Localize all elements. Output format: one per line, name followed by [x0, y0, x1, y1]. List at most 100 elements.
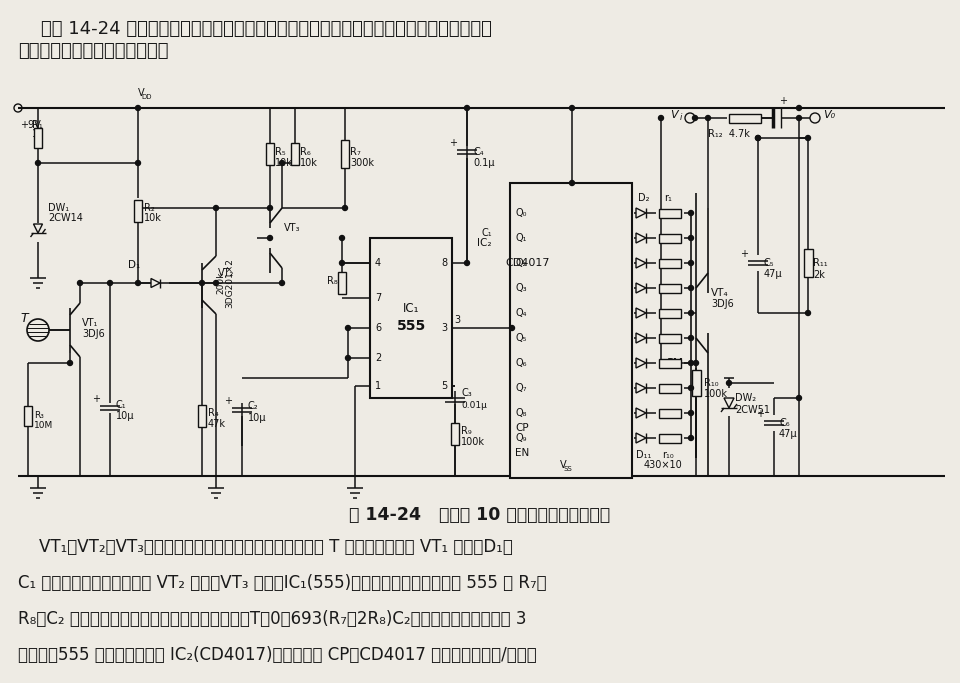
Text: 3DJ6: 3DJ6: [711, 299, 733, 309]
Text: DW₂: DW₂: [735, 393, 756, 403]
Bar: [198, 405, 206, 427]
Polygon shape: [151, 279, 160, 288]
Bar: [729, 113, 761, 122]
Text: R₆: R₆: [300, 147, 311, 157]
Bar: [34, 128, 42, 148]
Circle shape: [465, 105, 469, 111]
Text: 3: 3: [454, 315, 460, 325]
Text: VT₁、VT₂、VT₃及阻容元件组成触摸开关。当手摸金属片 T 时，感应电压经 VT₁ 放大，D₁、: VT₁、VT₂、VT₃及阻容元件组成触摸开关。当手摸金属片 T 时，感应电压经 …: [18, 538, 513, 556]
Circle shape: [67, 361, 73, 365]
Polygon shape: [636, 408, 646, 418]
Bar: [659, 383, 681, 393]
Circle shape: [108, 281, 112, 285]
Text: 10k: 10k: [300, 158, 318, 168]
Text: +: +: [740, 249, 748, 259]
Text: D₂: D₂: [638, 193, 650, 203]
Circle shape: [688, 236, 693, 240]
Bar: [341, 140, 349, 168]
Circle shape: [279, 281, 284, 285]
Text: 10k: 10k: [275, 158, 293, 168]
Text: V: V: [670, 110, 678, 120]
Circle shape: [688, 436, 693, 441]
Text: V: V: [515, 191, 521, 201]
Circle shape: [688, 410, 693, 415]
Text: 200k: 200k: [216, 272, 225, 294]
Text: VT₁: VT₁: [82, 318, 98, 328]
Text: 555: 555: [396, 319, 425, 333]
Bar: [659, 258, 681, 268]
Circle shape: [688, 385, 693, 391]
Text: r₁: r₁: [664, 193, 672, 203]
Circle shape: [706, 115, 710, 120]
Text: 图 14-24   触摸式 10 档音量自动调节器电路: 图 14-24 触摸式 10 档音量自动调节器电路: [349, 506, 611, 524]
Bar: [338, 272, 346, 294]
Text: Q₂: Q₂: [515, 258, 526, 268]
Text: C₁: C₁: [116, 400, 127, 410]
Text: 10M: 10M: [34, 421, 53, 430]
Text: R₃: R₃: [34, 411, 44, 421]
Text: V₀: V₀: [823, 110, 835, 120]
Bar: [659, 309, 681, 318]
Text: 3DJ6: 3DJ6: [82, 329, 105, 339]
Polygon shape: [636, 433, 646, 443]
Text: C₂: C₂: [248, 401, 258, 411]
Circle shape: [346, 355, 350, 361]
Circle shape: [213, 281, 219, 285]
Text: V: V: [560, 460, 566, 470]
Text: C₄: C₄: [473, 147, 484, 157]
Circle shape: [213, 206, 219, 210]
Circle shape: [135, 161, 140, 165]
Text: C₃: C₃: [461, 388, 471, 398]
Text: 430×10: 430×10: [644, 460, 683, 470]
Text: 100k: 100k: [704, 389, 728, 399]
Bar: [804, 249, 812, 277]
Text: r₁₀: r₁₀: [662, 450, 674, 460]
Polygon shape: [636, 358, 646, 368]
Text: Q₄: Q₄: [515, 308, 526, 318]
Text: 0.1μ: 0.1μ: [473, 158, 494, 168]
Circle shape: [268, 206, 273, 210]
Text: +9V: +9V: [20, 120, 40, 130]
Text: Q₀: Q₀: [515, 208, 526, 218]
Circle shape: [510, 326, 515, 331]
Bar: [659, 359, 681, 367]
Polygon shape: [636, 283, 646, 293]
Text: R₉: R₉: [461, 426, 471, 436]
Polygon shape: [636, 383, 646, 393]
Text: D₁: D₁: [128, 260, 140, 270]
Text: +: +: [224, 396, 232, 406]
Text: C₆: C₆: [779, 418, 790, 428]
Bar: [659, 434, 681, 443]
Circle shape: [688, 361, 693, 365]
Text: 8: 8: [441, 258, 447, 268]
Text: Q₇: Q₇: [515, 383, 526, 393]
Text: 4: 4: [375, 258, 381, 268]
Polygon shape: [636, 208, 646, 218]
Circle shape: [797, 115, 802, 120]
Text: i: i: [680, 113, 682, 122]
Circle shape: [756, 135, 760, 141]
Circle shape: [688, 311, 693, 316]
Bar: [291, 143, 299, 165]
Text: C₁: C₁: [481, 228, 492, 238]
Circle shape: [465, 260, 469, 266]
Circle shape: [688, 260, 693, 266]
Text: 如图 14-24 所示，触摸调节器由触摸式开关、可控时基脉冲产生器、计数电路和音量调节: 如图 14-24 所示，触摸调节器由触摸式开关、可控时基脉冲产生器、计数电路和音…: [18, 20, 492, 38]
Bar: [659, 408, 681, 417]
Text: D₁₁: D₁₁: [636, 450, 652, 460]
Bar: [134, 200, 142, 222]
Circle shape: [693, 361, 699, 365]
Text: R₂: R₂: [144, 203, 155, 213]
Bar: [510, 183, 632, 478]
Text: DW₁: DW₁: [48, 203, 69, 213]
Text: 47μ: 47μ: [764, 269, 782, 279]
Polygon shape: [636, 258, 646, 268]
Circle shape: [756, 135, 760, 141]
Text: 电路组成。用于触摸调节音量。: 电路组成。用于触摸调节音量。: [18, 42, 169, 60]
Text: C₁ 整流滤波，其直流电压使 VT₂ 导通，VT₃ 截止，IC₁(555)的复位端呈高电平，则由 555 和 R₇、: C₁ 整流滤波，其直流电压使 VT₂ 导通，VT₃ 截止，IC₁(555)的复位…: [18, 574, 546, 592]
Text: Q₅: Q₅: [515, 333, 526, 343]
Text: Q₆: Q₆: [515, 358, 526, 368]
Text: VT₃: VT₃: [284, 223, 300, 233]
Circle shape: [688, 335, 693, 341]
Text: Q₁: Q₁: [515, 233, 526, 243]
